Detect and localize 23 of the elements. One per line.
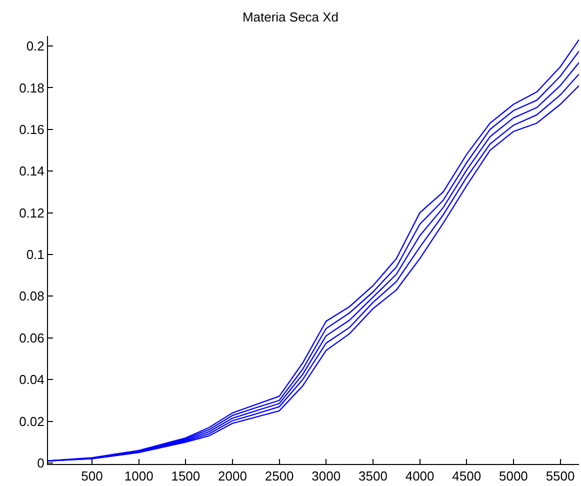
x-tick-label: 4500 — [452, 468, 482, 484]
x-tick-label: 3000 — [312, 468, 341, 484]
y-tick-label: 0 — [37, 456, 44, 471]
x-tick-label: 500 — [81, 468, 103, 484]
y-tick-label: 0.2 — [26, 38, 44, 54]
y-tick-label: 0.08 — [19, 288, 44, 304]
y-tick-label: 0.16 — [19, 122, 44, 137]
x-tick-label: 3500 — [358, 468, 388, 484]
y-tick-label: 0.1 — [26, 247, 44, 262]
y-tick-label: 0.18 — [19, 80, 44, 96]
chart-title: Materia Seca Xd — [242, 9, 339, 24]
x-tick-label: 2000 — [218, 468, 247, 484]
x-tick-label: 5500 — [546, 468, 575, 484]
y-tick-label: 0.14 — [19, 164, 44, 179]
x-tick-label: 1000 — [124, 468, 154, 484]
y-tick-label: 0.02 — [19, 414, 44, 429]
x-tick-label: 4000 — [405, 468, 434, 484]
x-tick-label: 2500 — [264, 468, 294, 484]
y-tick-label: 0.06 — [19, 330, 44, 346]
y-tick-label: 0.04 — [19, 372, 44, 388]
x-tick-label: 1500 — [171, 468, 200, 484]
y-tick-label: 0.12 — [19, 205, 44, 220]
x-tick-label: 5000 — [498, 468, 528, 484]
